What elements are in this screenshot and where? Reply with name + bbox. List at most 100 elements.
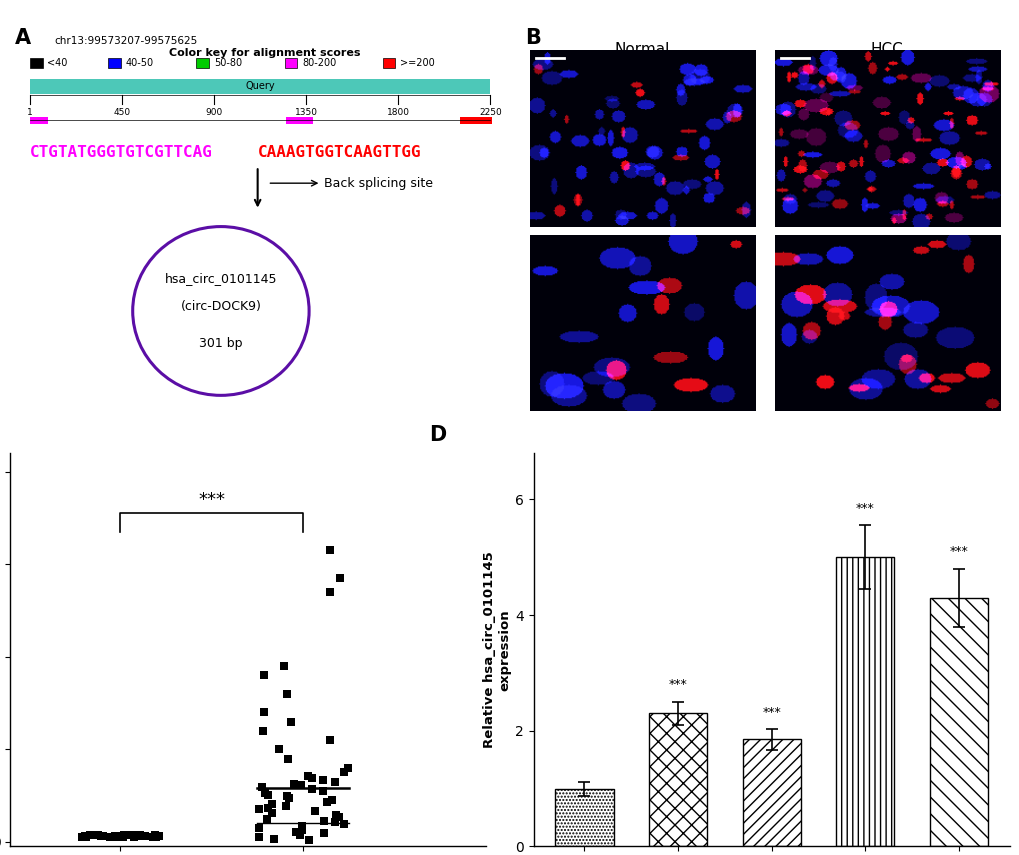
Point [307, 805, 323, 818]
Text: 450: 450 [113, 108, 130, 116]
Point [318, 795, 334, 809]
Point [316, 814, 332, 828]
Point [114, 830, 130, 844]
Y-axis label: Relative hsa_circ_0101145
expression: Relative hsa_circ_0101145 expression [483, 551, 511, 748]
Point [264, 806, 280, 820]
Point [327, 816, 343, 829]
Bar [836, 557, 894, 846]
Text: Query: Query [245, 81, 275, 91]
Text: 1800: 1800 [386, 108, 410, 116]
Text: Normal: Normal [614, 42, 669, 56]
Bar [382, 58, 395, 68]
Point [301, 833, 317, 846]
Point [148, 830, 164, 844]
Point [275, 659, 291, 673]
Point [332, 571, 348, 585]
Text: D: D [429, 425, 446, 445]
Point [120, 828, 137, 842]
Point [285, 776, 302, 790]
Point [129, 829, 146, 843]
Point [108, 830, 124, 844]
Bar [285, 117, 313, 124]
Point [76, 828, 93, 842]
Text: HCC: HCC [870, 42, 903, 56]
Point [112, 829, 128, 843]
Point [150, 829, 166, 843]
Point [322, 734, 338, 747]
Point [339, 761, 356, 775]
Bar [648, 713, 706, 846]
Text: 80-200: 80-200 [302, 58, 336, 68]
Bar [555, 788, 612, 846]
Point [335, 765, 352, 779]
Bar [929, 598, 987, 846]
Text: CTGTATGGGTGTCGTTCAG: CTGTATGGGTGTCGTTCAG [30, 144, 213, 160]
Point [327, 808, 343, 822]
Point [278, 790, 294, 804]
Point [137, 828, 153, 842]
Point [265, 832, 281, 846]
Text: ***: *** [198, 491, 225, 509]
Point [126, 830, 143, 844]
Point [291, 828, 308, 842]
Text: 2250: 2250 [479, 108, 501, 116]
Text: chr13:99573207-99575625: chr13:99573207-99575625 [54, 36, 198, 45]
Point [259, 812, 275, 826]
Point [131, 828, 148, 841]
Text: 900: 900 [205, 108, 222, 116]
Point [251, 803, 267, 817]
Point [257, 786, 273, 799]
Point [145, 830, 161, 844]
Bar [197, 58, 209, 68]
Point [260, 801, 276, 815]
Point [326, 775, 342, 788]
Text: 1: 1 [26, 108, 33, 116]
Point [255, 724, 271, 738]
Point [263, 797, 279, 811]
Text: A: A [15, 27, 32, 48]
Point [145, 830, 161, 844]
Point [331, 810, 347, 823]
Bar [30, 117, 48, 124]
Point [250, 821, 266, 834]
Text: ***: *** [761, 705, 781, 718]
Point [83, 828, 99, 842]
Point [271, 742, 287, 756]
Bar [460, 117, 491, 124]
Text: >=200: >=200 [399, 58, 434, 68]
Bar [284, 58, 298, 68]
Point [304, 771, 320, 785]
Point [112, 829, 128, 843]
Point [90, 828, 106, 842]
Point [256, 669, 272, 682]
Point [109, 831, 125, 845]
Point [293, 823, 310, 837]
Point [135, 829, 151, 843]
Point [280, 752, 297, 765]
Point [77, 829, 94, 843]
Point [115, 829, 131, 843]
Text: B: B [524, 27, 540, 48]
Bar [30, 79, 490, 94]
Point [256, 705, 272, 719]
Point [125, 828, 142, 841]
Point [321, 544, 337, 557]
Point [116, 828, 132, 842]
Text: ***: *** [949, 545, 968, 558]
Point [300, 770, 316, 783]
Point [278, 687, 294, 700]
Point [335, 817, 352, 831]
Text: <40: <40 [48, 58, 67, 68]
Point [292, 779, 309, 793]
Bar [742, 740, 800, 846]
Point [304, 782, 320, 796]
Point [254, 781, 270, 794]
Text: Color key for alignment scores: Color key for alignment scores [169, 48, 361, 58]
Point [89, 828, 105, 842]
Point [321, 585, 337, 598]
Text: 40-50: 40-50 [125, 58, 154, 68]
Point [324, 793, 340, 807]
Point [315, 773, 331, 787]
Point [282, 715, 299, 728]
Point [107, 829, 123, 843]
